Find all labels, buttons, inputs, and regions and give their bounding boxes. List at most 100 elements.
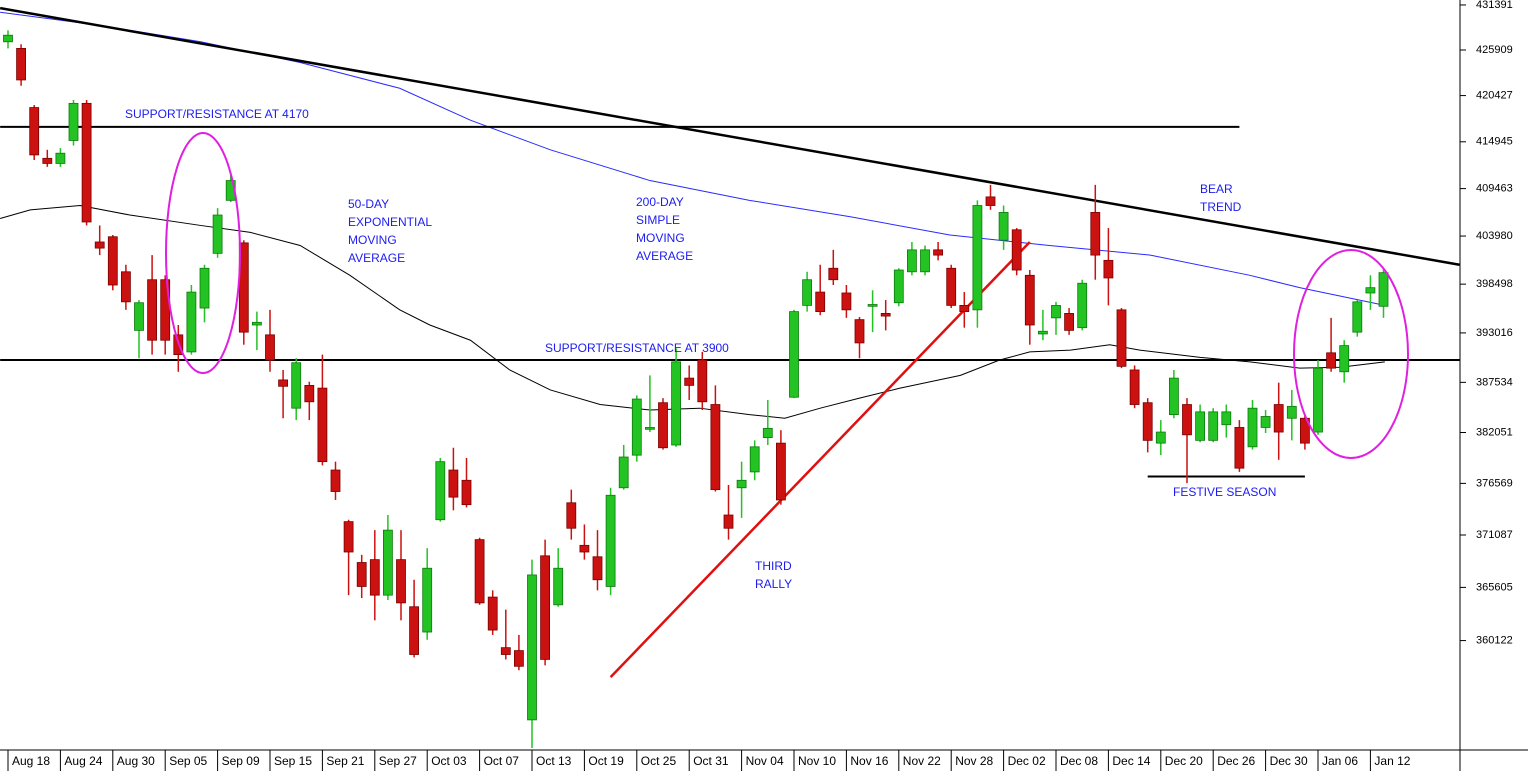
y-tick-label: 365605 [1476,581,1513,593]
candle-body [697,359,708,403]
x-tick-label: Nov 10 [798,754,836,768]
y-tick-label: 382051 [1476,426,1513,438]
candle-body [199,267,210,309]
candle-body [461,479,472,506]
candle-body [1051,304,1061,319]
candle-body [736,479,747,489]
y-tick-label: 431391 [1476,0,1513,11]
annotations: SUPPORT/RESISTANCE AT 4170 50-DAY EXPONENT… [125,107,1276,591]
x-tick-label: Sep 27 [379,754,417,768]
candle-body [1247,407,1258,448]
candle-body [933,249,943,256]
candle-body [854,319,865,344]
candle-body [435,461,446,521]
candle-body [1326,352,1336,369]
candle-body [749,446,760,473]
candle-body [592,556,603,581]
candle-body [330,469,341,492]
candle-body [251,321,262,326]
x-tick-label: Dec 08 [1060,754,1098,768]
y-tick-label: 409463 [1476,183,1513,195]
y-tick-label: 387534 [1476,376,1513,388]
candle-body [500,647,511,655]
x-tick-label: Aug 24 [64,754,102,768]
x-tick-label: Oct 07 [484,754,520,768]
annotation: EXPONENTIAL [348,215,432,229]
x-tick-label: Aug 18 [12,754,50,768]
x-tick-label: Nov 28 [955,754,993,768]
x-tick-label: Oct 13 [536,754,572,768]
annotation: SUPPORT/RESISTANCE AT 4170 [125,107,309,121]
candle-body [1195,411,1205,441]
candle-body [291,362,302,409]
candle-body [985,196,996,206]
highlight-ellipse [1293,249,1409,459]
candle-body [1024,274,1035,326]
candle-body [147,279,158,341]
candle-body [1273,404,1284,433]
x-tick-label: Oct 03 [431,754,467,768]
candle-body [1103,259,1114,279]
candle-body [1077,282,1088,329]
annotation: TREND [1200,200,1242,214]
candle-body [422,567,433,633]
candle-body [1155,431,1166,444]
x-tick-label: Dec 26 [1217,754,1255,768]
candle-body [920,249,930,273]
x-tick-label: Oct 31 [693,754,729,768]
candle-body [1365,287,1376,294]
candle-body [94,241,105,249]
x-tick-label: Sep 21 [326,754,364,768]
x-tick-label: Dec 20 [1165,754,1203,768]
overlay-line [609,241,1031,679]
y-tick-label: 420427 [1476,89,1513,101]
candle-body [789,311,799,398]
x-tick-label: Sep 09 [222,754,260,768]
candle-body [1234,427,1245,469]
candle-body [605,494,616,587]
candles [3,30,1389,748]
x-tick-label: Dec 02 [1008,754,1046,768]
annotation: 200-DAY [636,195,684,209]
candle-body [802,279,812,306]
candle-body [1129,369,1140,405]
candle-body [1169,377,1179,415]
candle-body [487,596,498,631]
candle-body [16,48,27,81]
y-tick-label: 398498 [1476,278,1513,290]
x-tick-label: Sep 05 [169,754,207,768]
candle-body [1339,345,1350,373]
candle-body [121,271,131,303]
annotation: BEAR [1200,182,1233,196]
overlay-line [0,6,1460,266]
candle-body [631,398,642,456]
candle-body [186,291,197,353]
y-tick-label: 403980 [1476,230,1513,242]
candle-body [55,152,66,164]
overlay-line [0,205,1385,419]
candle-body [107,236,118,286]
candle-body [540,555,550,660]
x-tick-label: Dec 30 [1270,754,1308,768]
candle-body [907,249,917,273]
x-tick-label: Nov 22 [903,754,941,768]
candle-body [212,214,223,254]
annotation: AVERAGE [636,249,693,263]
candle-body [527,574,537,721]
candle-body [553,567,564,606]
y-tick-label: 393016 [1476,327,1513,339]
candle-body [369,559,380,596]
candle-body [1116,309,1127,367]
candle-body [1142,402,1153,441]
candle-body [658,402,668,449]
candle-body [1352,301,1363,333]
candle-body [1090,212,1101,256]
candle-body [1313,367,1323,433]
candle-body [1011,229,1022,271]
candle-body [3,34,13,43]
y-tick-label: 376569 [1476,477,1513,489]
y-tick-label: 414945 [1476,136,1513,148]
candle-body [684,377,695,386]
